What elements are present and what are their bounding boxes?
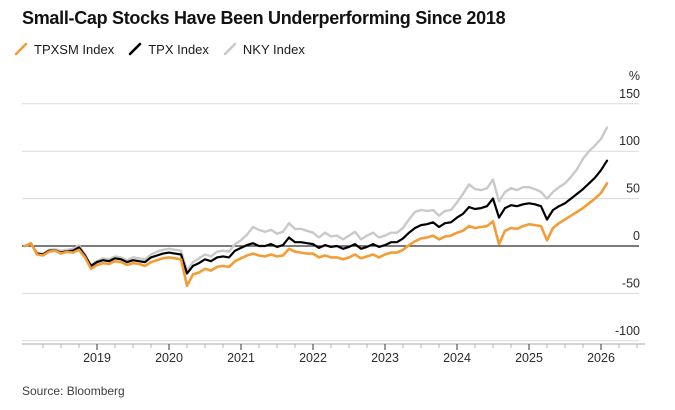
- nky-series-line: [23, 126, 609, 272]
- legend-item-nky: NKY Index: [222, 41, 305, 57]
- x-axis-label: 2021: [227, 351, 255, 365]
- legend-label-tpx: TPX Index: [148, 41, 209, 57]
- legend-label-tpxsm: TPXSM Index: [34, 41, 115, 57]
- tpxsm-swatch-icon: [14, 42, 28, 56]
- tpx-series-line: [23, 159, 609, 275]
- x-axis-label: 2025: [515, 351, 543, 365]
- y-axis-label: 50: [626, 182, 640, 196]
- x-axis-label: 2019: [83, 351, 111, 365]
- y-axis-label: -50: [622, 276, 640, 290]
- source-label: Source: Bloomberg: [22, 384, 125, 398]
- x-axis-label: 2022: [299, 351, 327, 365]
- chart-title: Small-Cap Stocks Have Been Underperformi…: [22, 8, 506, 28]
- y-axis-label: 150: [619, 87, 640, 101]
- y-axis-label: -100: [615, 324, 640, 338]
- x-axis-label: 2026: [587, 351, 615, 365]
- x-axis-label: 2024: [443, 351, 471, 365]
- legend-label-nky: NKY Index: [242, 41, 305, 57]
- tpxsm-series-line: [23, 182, 609, 288]
- y-axis-label: 0: [633, 229, 640, 243]
- y-axis-label: 100: [619, 134, 640, 148]
- x-axis-label: 2023: [371, 351, 399, 365]
- tpx-swatch-icon: [128, 42, 142, 56]
- x-axis-label: 2020: [155, 351, 183, 365]
- legend: TPXSM Index TPX Index NKY Index: [13, 41, 305, 57]
- nky-swatch-icon: [223, 42, 237, 56]
- y-axis-unit-label: %: [629, 69, 640, 83]
- legend-item-tpxsm: TPXSM Index: [13, 41, 114, 57]
- legend-item-tpx: TPX Index: [127, 41, 209, 57]
